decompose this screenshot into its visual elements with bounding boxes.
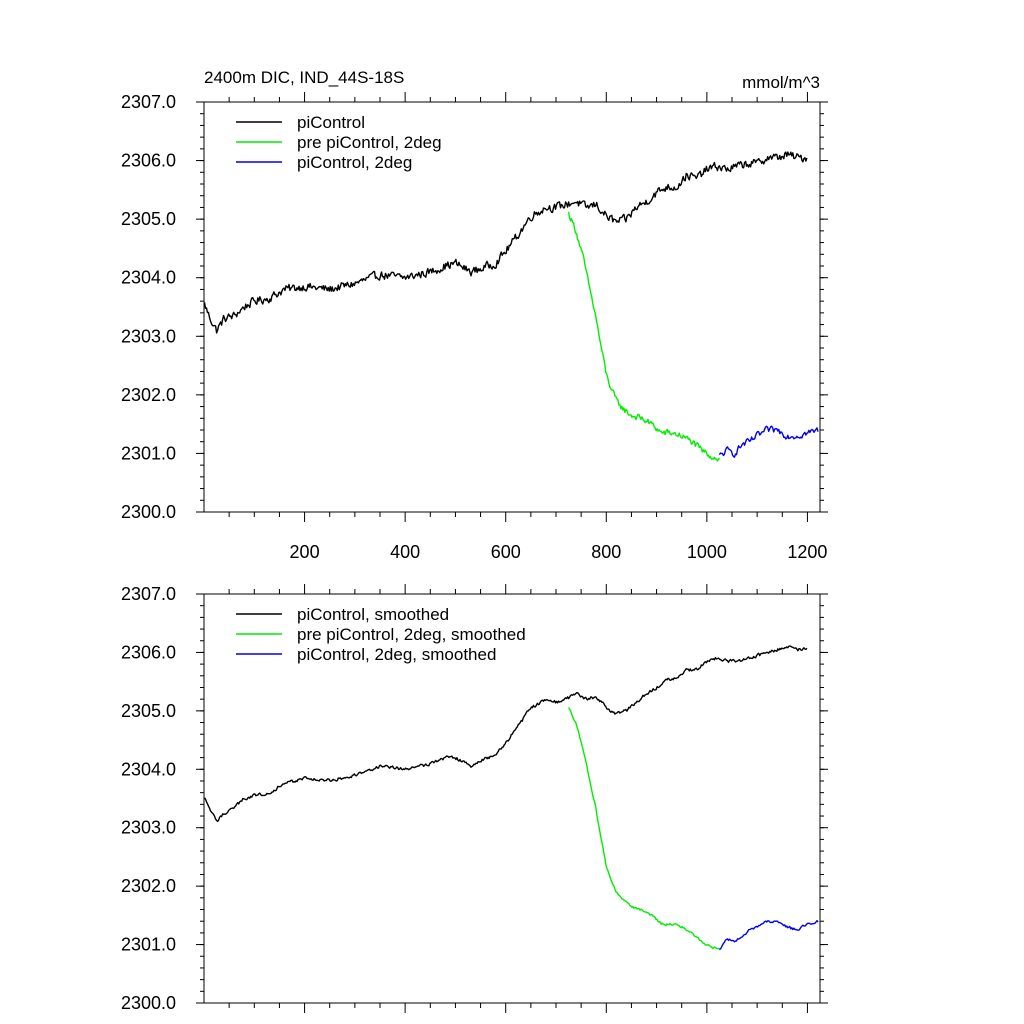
y-tick-label: 2307.0 — [121, 584, 176, 604]
y-tick-label: 2300.0 — [121, 993, 176, 1013]
y-tick-label: 2300.0 — [121, 502, 176, 522]
y-tick-label: 2302.0 — [121, 385, 176, 405]
x-tick-label: 400 — [390, 542, 420, 562]
x-tick-label: 600 — [491, 542, 521, 562]
y-tick-label: 2303.0 — [121, 818, 176, 838]
y-tick-label: 2305.0 — [121, 701, 176, 721]
series-line — [203, 645, 808, 823]
series-line — [203, 151, 808, 334]
chart-title: 2400m DIC, IND_44S-18S — [204, 68, 404, 87]
y-tick-label: 2301.0 — [121, 935, 176, 955]
y-tick-label: 2302.0 — [121, 876, 176, 896]
units-label: mmol/m^3 — [742, 73, 820, 92]
plot-frame — [203, 593, 821, 1004]
legend-label: piControl, 2deg, smoothed — [297, 645, 496, 664]
x-tick-label: 200 — [290, 542, 320, 562]
series-line — [567, 707, 720, 950]
y-tick-label: 2307.0 — [121, 92, 176, 112]
y-tick-label: 2306.0 — [121, 151, 176, 171]
bottom-chart-panel: 2300.0 2301.0 2302.0 2303.0 2304.0 2305.0 2306… — [121, 584, 828, 1013]
series-line — [567, 211, 720, 462]
legend-label: piControl, 2deg — [297, 153, 412, 172]
x-tick-label: 1200 — [787, 542, 827, 562]
x-tick-label: 800 — [591, 542, 621, 562]
y-tick-label: 2304.0 — [121, 759, 176, 779]
y-tick-label: 2301.0 — [121, 443, 176, 463]
legend-label: pre piControl, 2deg, smoothed — [297, 625, 526, 644]
legend-label: pre piControl, 2deg — [297, 133, 442, 152]
series-line — [718, 919, 819, 951]
legend-label: piControl, smoothed — [297, 605, 449, 624]
top-chart-panel: 2400m DIC, IND_44S-18S mmol/m^3 2300.0 23… — [121, 68, 828, 562]
y-tick-label: 2305.0 — [121, 209, 176, 229]
legend-label: piControl — [297, 113, 365, 132]
y-tick-label: 2306.0 — [121, 642, 176, 662]
y-tick-label: 2303.0 — [121, 326, 176, 346]
series-line — [718, 425, 819, 458]
plot-frame — [203, 101, 821, 513]
y-tick-label: 2304.0 — [121, 268, 176, 288]
x-tick-label: 1000 — [687, 542, 727, 562]
